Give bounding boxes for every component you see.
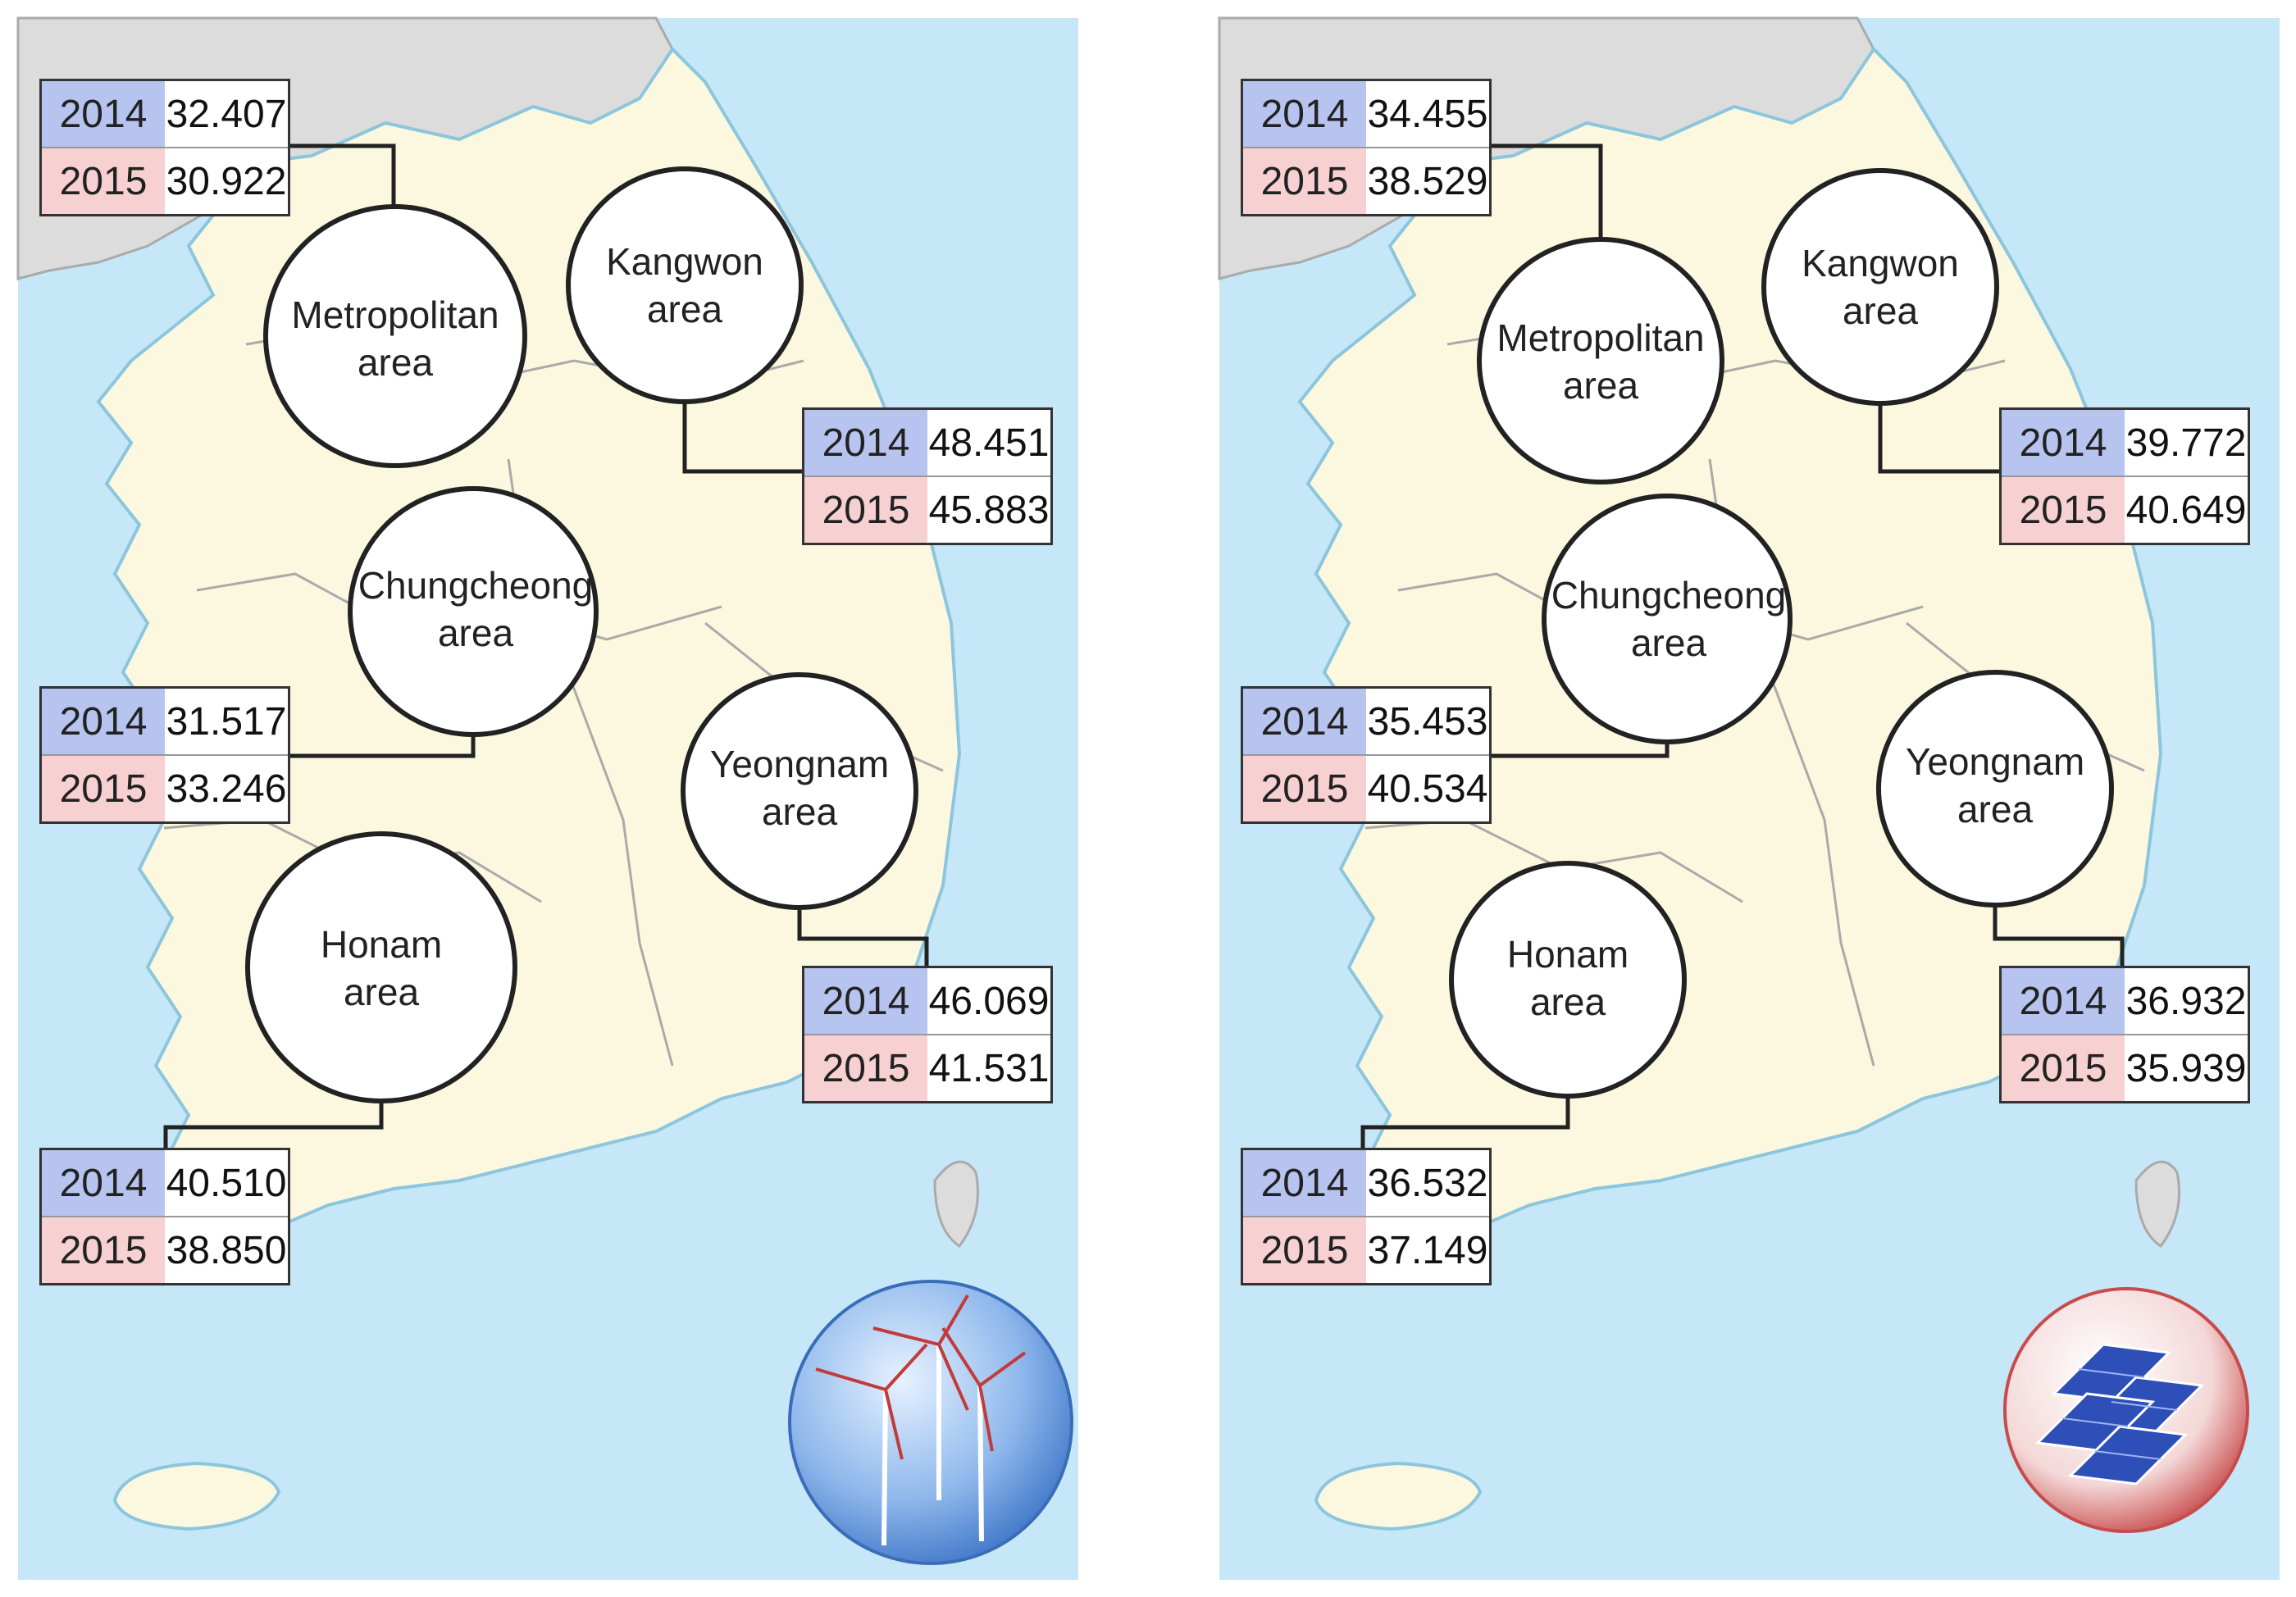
- region-label-kangwon: Kangwon: [1802, 242, 1959, 284]
- year-cell: 2015: [1243, 756, 1366, 821]
- year-cell: 2014: [1243, 81, 1366, 147]
- year-cell: 2014: [42, 1150, 165, 1216]
- value-cell: 40.510: [166, 1161, 287, 1205]
- value-table-honam: 2014 36.532 2015 37.149: [1241, 1148, 1492, 1285]
- year-cell: 2015: [1243, 1217, 1366, 1283]
- year-cell: 2015: [804, 477, 927, 543]
- year-cell: 2015: [1243, 148, 1366, 214]
- region-label-metropolitan-2: area: [358, 341, 433, 384]
- value-table-metropolitan: 2014 32.407 2015 30.922: [39, 79, 290, 216]
- region-label-yeongnam-2: area: [1957, 788, 2033, 830]
- region-label-honam-2: area: [1530, 980, 1606, 1023]
- region-label-kangwon-2: area: [647, 288, 722, 330]
- year-cell: 2015: [2002, 477, 2125, 543]
- value-cell: 35.939: [2125, 1046, 2247, 1090]
- region-label-kangwon-2: area: [1843, 289, 1918, 332]
- region-label-honam-2: area: [344, 971, 419, 1013]
- year-cell: 2015: [42, 1217, 165, 1283]
- connector-lines: [1360, 143, 2125, 1148]
- region-label-honam: Honam: [321, 923, 442, 966]
- value-table-yeongnam: 2014 46.069 2015 41.531: [802, 966, 1053, 1103]
- year-cell: 2014: [1243, 689, 1366, 754]
- year-cell: 2015: [2002, 1035, 2125, 1101]
- value-table-kangwon: 2014 48.451 2015 45.883: [802, 407, 1053, 545]
- value-cell: 40.649: [2125, 488, 2247, 532]
- value-cell: 33.246: [166, 767, 287, 811]
- korea-map: Metropolitan area Kangwon area Chungcheo…: [16, 16, 1078, 1580]
- region-label-kangwon: Kangwon: [606, 240, 763, 283]
- region-label-metropolitan: Metropolitan: [291, 293, 499, 336]
- year-cell: 2015: [42, 148, 165, 214]
- value-cell: 31.517: [166, 699, 287, 744]
- year-cell: 2015: [42, 756, 165, 821]
- value-table-yeongnam: 2014 36.932 2015 35.939: [1999, 966, 2250, 1103]
- ulleung-island: [933, 1160, 979, 1249]
- value-cell: 35.453: [1367, 699, 1488, 744]
- year-cell: 2014: [42, 81, 165, 147]
- region-label-yeongnam-2: area: [762, 790, 837, 833]
- year-cell: 2014: [42, 689, 165, 754]
- region-label-chungcheong: Chungcheong: [358, 564, 593, 607]
- year-cell: 2014: [804, 968, 927, 1034]
- value-cell: 34.455: [1367, 92, 1488, 136]
- jeju-island: [1314, 1461, 1483, 1531]
- year-cell: 2014: [2002, 410, 2125, 475]
- wind-turbine-icon: [788, 1280, 1073, 1565]
- value-cell: 48.451: [928, 421, 1050, 465]
- value-cell: 32.407: [166, 92, 287, 136]
- solar-panel-icon: [2003, 1287, 2249, 1533]
- value-cell: 39.772: [2125, 421, 2247, 465]
- region-label-yeongnam: Yeongnam: [710, 743, 889, 785]
- value-table-chungcheong: 2014 31.517 2015 33.246: [39, 686, 290, 824]
- connector-lines: [163, 143, 929, 1148]
- value-cell: 38.850: [166, 1228, 287, 1272]
- value-cell: 37.149: [1367, 1228, 1488, 1272]
- map-panel-solar: Metropolitan area Kangwon area Chungcheo…: [1201, 0, 2280, 1597]
- region-label-metropolitan: Metropolitan: [1496, 316, 1704, 359]
- value-cell: 46.069: [928, 979, 1050, 1023]
- value-table-kangwon: 2014 39.772 2015 40.649: [1999, 407, 2250, 545]
- year-cell: 2014: [1243, 1150, 1366, 1216]
- region-circles: [245, 166, 918, 1103]
- value-table-chungcheong: 2014 35.453 2015 40.534: [1241, 686, 1492, 824]
- value-cell: 40.534: [1367, 767, 1488, 811]
- value-cell: 41.531: [928, 1046, 1050, 1090]
- region-label-chungcheong: Chungcheong: [1551, 574, 1786, 617]
- value-table-metropolitan: 2014 34.455 2015 38.529: [1241, 79, 1492, 216]
- value-cell: 30.922: [166, 159, 287, 203]
- region-circles: [1449, 168, 2114, 1099]
- ulleung-island: [2134, 1160, 2180, 1249]
- year-cell: 2014: [2002, 968, 2125, 1034]
- jeju-island: [112, 1461, 281, 1531]
- value-cell: 45.883: [928, 488, 1050, 532]
- map-panel-wind: Metropolitan area Kangwon area Chungcheo…: [0, 0, 1078, 1597]
- value-cell: 38.529: [1367, 159, 1488, 203]
- region-label-yeongnam: Yeongnam: [1906, 740, 2084, 783]
- value-cell: 36.932: [2125, 979, 2247, 1023]
- value-table-honam: 2014 40.510 2015 38.850: [39, 1148, 290, 1285]
- value-cell: 36.532: [1367, 1161, 1488, 1205]
- region-label-chungcheong-2: area: [1631, 621, 1706, 664]
- region-label-metropolitan-2: area: [1563, 364, 1638, 407]
- year-cell: 2015: [804, 1035, 927, 1101]
- region-label-honam: Honam: [1507, 933, 1629, 976]
- region-label-chungcheong-2: area: [438, 612, 513, 654]
- year-cell: 2014: [804, 410, 927, 475]
